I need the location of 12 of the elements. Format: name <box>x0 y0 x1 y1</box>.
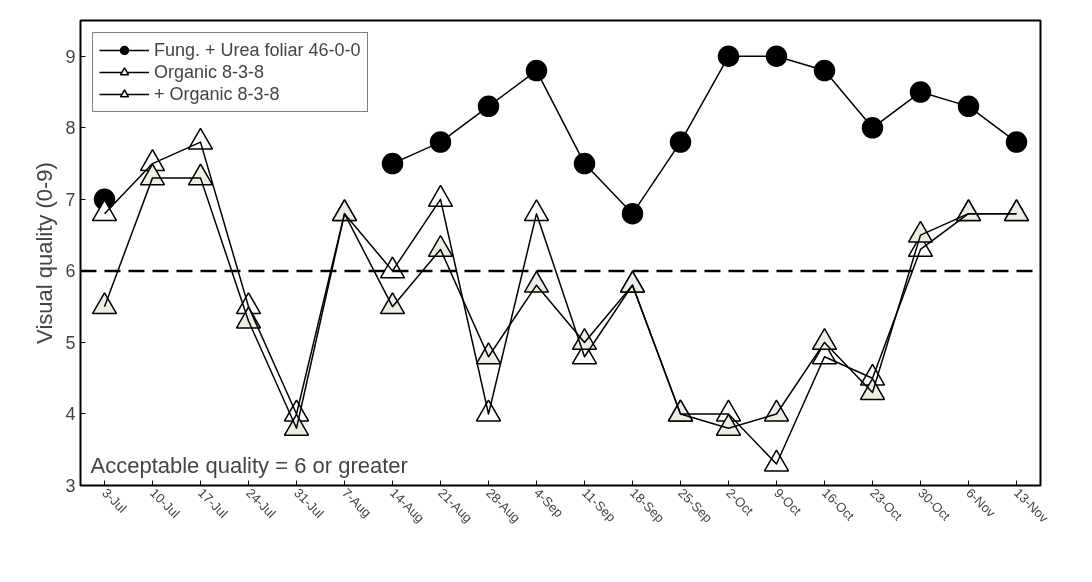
y-tick-label: 4 <box>65 404 76 425</box>
legend-label: Fung. + Urea foliar 46-0-0 <box>154 39 361 61</box>
y-tick-label: 3 <box>65 476 76 496</box>
y-tick-label: 5 <box>65 332 76 353</box>
y-axis-title: Visual quality (0-9) <box>32 162 58 344</box>
annotation: Acceptable quality = 6 or greater <box>90 452 408 478</box>
y-tick-label: 7 <box>65 189 76 210</box>
legend-label: + Organic 8-3-8 <box>154 83 280 105</box>
y-tick-label: 6 <box>65 261 76 282</box>
y-tick-label: 8 <box>65 118 76 139</box>
y-tick-label: 9 <box>65 46 76 67</box>
legend-label: Organic 8-3-8 <box>154 61 265 83</box>
